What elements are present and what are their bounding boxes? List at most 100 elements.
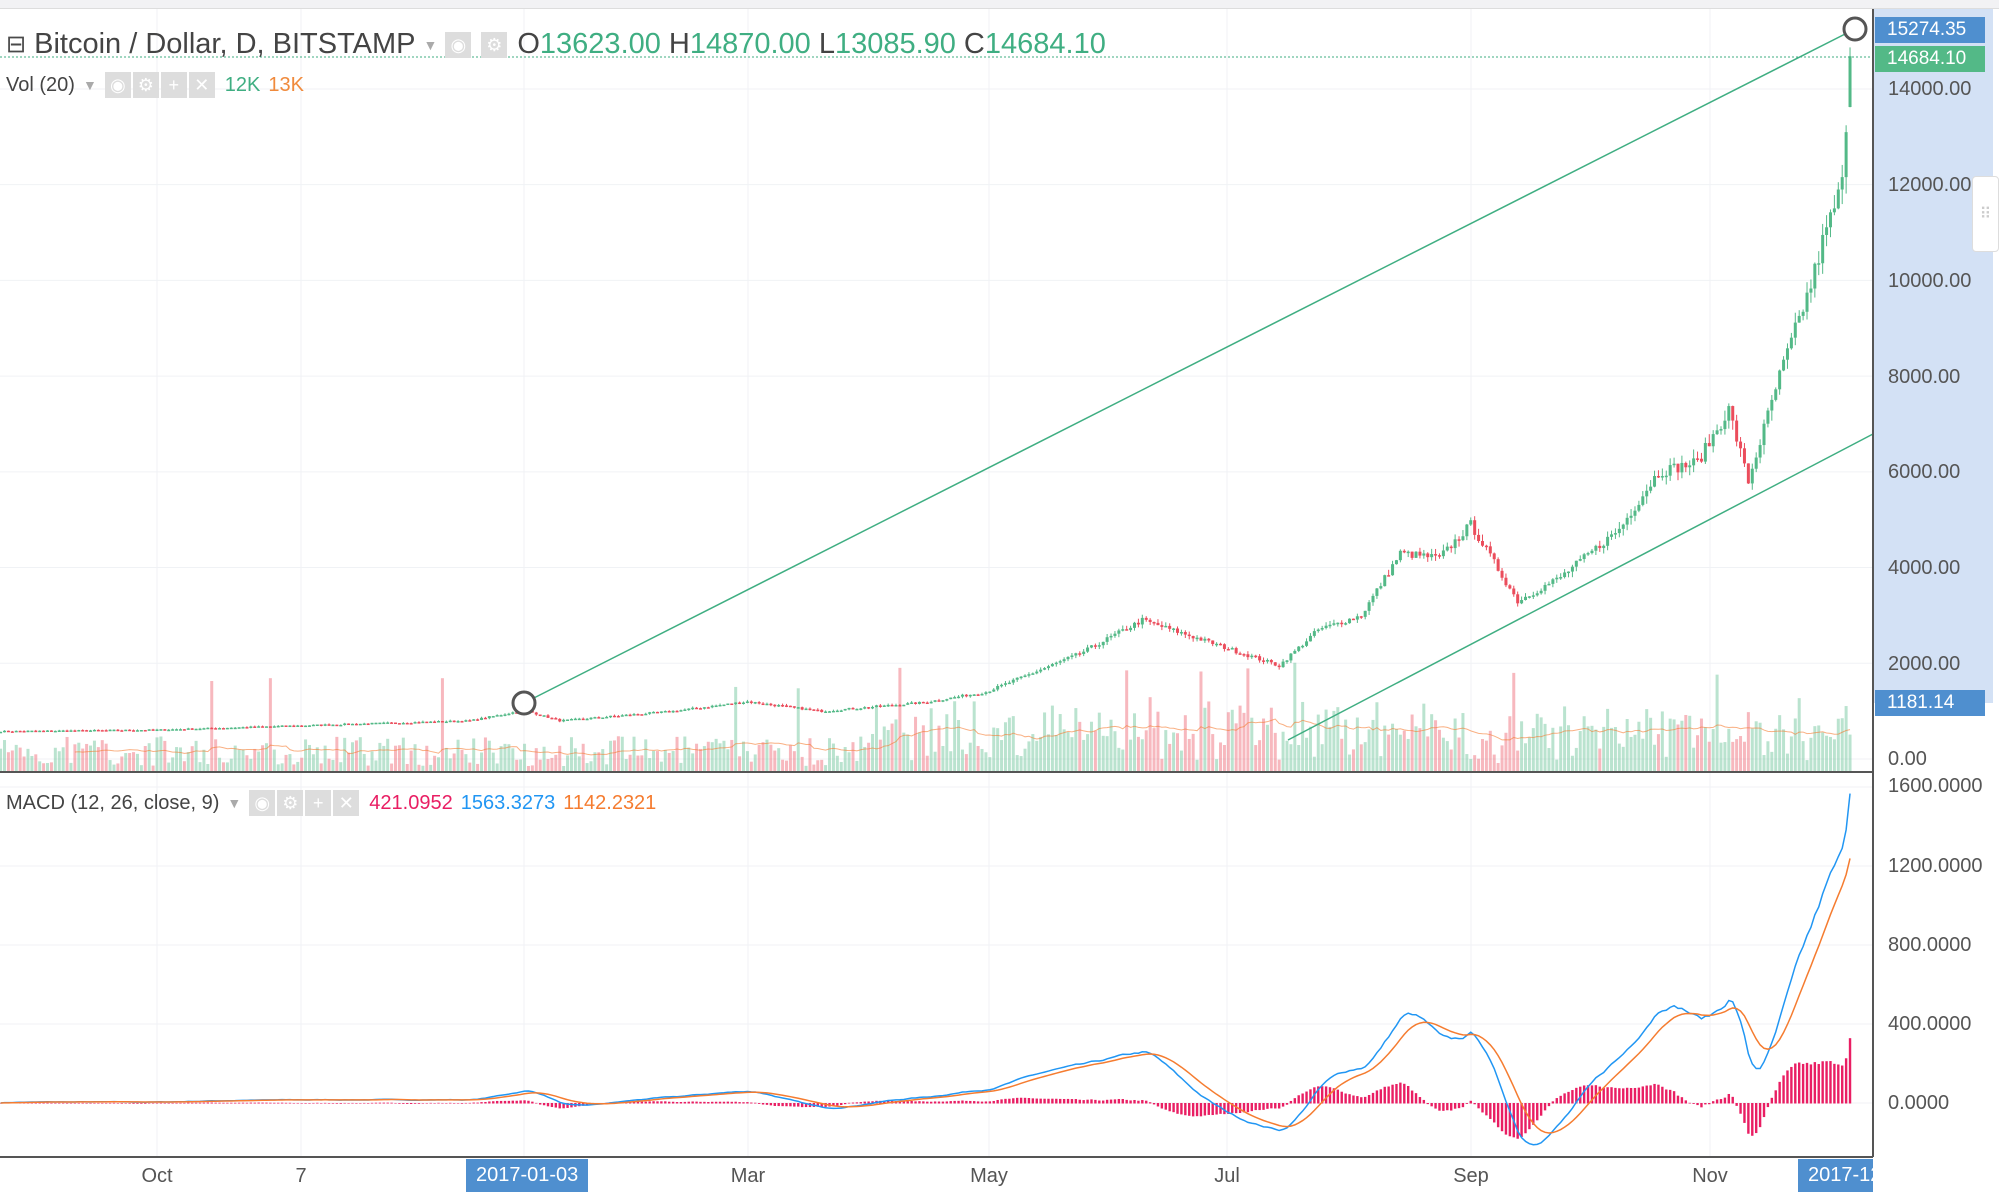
- candle-body: [1711, 434, 1715, 447]
- volume-bar: [89, 745, 93, 771]
- close-icon[interactable]: ✕: [333, 790, 360, 816]
- volume-bar: [1043, 712, 1047, 771]
- macd-histogram-bar: [1160, 1103, 1164, 1109]
- candle-body: [1089, 645, 1093, 648]
- volume-bar: [1355, 717, 1359, 771]
- candle-body: [276, 725, 280, 728]
- chevron-down-icon[interactable]: ▼: [423, 36, 438, 53]
- candle-body: [1285, 660, 1289, 662]
- macd-histogram-bar: [194, 1102, 198, 1104]
- volume-bar: [46, 763, 50, 771]
- volume-bar: [112, 764, 116, 771]
- candle-body: [30, 730, 34, 733]
- gear-icon[interactable]: ⚙: [481, 31, 508, 58]
- volume-bar: [1187, 738, 1191, 771]
- macd-histogram-bar: [54, 1102, 57, 1104]
- gear-icon[interactable]: ⚙: [132, 72, 159, 98]
- candle-body: [1050, 664, 1054, 667]
- macd-histogram-bar: [421, 1103, 425, 1104]
- candle-body: [1625, 517, 1629, 525]
- chevron-down-icon[interactable]: ▼: [227, 795, 242, 811]
- macd-histogram-bar: [476, 1102, 479, 1104]
- price-tick: 14000.00: [1888, 78, 1972, 100]
- volume-bar: [249, 758, 253, 771]
- candle-body: [1649, 486, 1653, 491]
- macd-histogram-bar: [1833, 1063, 1836, 1104]
- macd-histogram-bar: [1320, 1086, 1324, 1104]
- candle-body: [1531, 595, 1535, 597]
- volume-bar: [781, 759, 785, 771]
- volume-bar: [937, 725, 941, 771]
- time-tick: Oct: [141, 1165, 173, 1187]
- volume-bar: [996, 728, 1000, 771]
- volume-bar: [1500, 745, 1504, 771]
- macd-histogram-bar: [382, 1102, 385, 1104]
- candle-body: [1035, 671, 1039, 674]
- collapse-icon[interactable]: ⊟: [6, 31, 27, 58]
- candle-body: [487, 716, 491, 719]
- volume-bar: [1441, 737, 1445, 771]
- candle-body: [1610, 534, 1614, 537]
- volume-bar: [569, 737, 573, 771]
- volume-bar: [788, 745, 792, 771]
- macd-histogram-bar: [531, 1101, 534, 1104]
- plus-icon[interactable]: +: [305, 790, 332, 816]
- candle-body: [980, 693, 984, 696]
- candle-body: [1152, 622, 1156, 624]
- symbol-title[interactable]: Bitcoin / Dollar, D, BITSTAMP: [34, 28, 416, 60]
- candle-body: [480, 717, 484, 720]
- macd-histogram-bar: [261, 1102, 264, 1104]
- volume-bar: [1136, 736, 1140, 771]
- macd-histogram-bar: [797, 1103, 800, 1107]
- volume-bar: [1437, 729, 1441, 771]
- macd-histogram-bar: [992, 1100, 995, 1104]
- volume-bar: [1535, 713, 1539, 771]
- candle-body: [386, 722, 390, 724]
- volume-bar: [1003, 722, 1007, 771]
- volume-bar: [702, 746, 706, 771]
- volume-bar: [1109, 719, 1113, 771]
- volume-bar: [92, 740, 96, 771]
- volume-bar: [1758, 722, 1762, 771]
- plus-icon[interactable]: +: [160, 72, 187, 98]
- candle-body: [1434, 554, 1438, 556]
- candle-body: [1191, 636, 1195, 639]
- volume-bar: [1848, 734, 1852, 771]
- macd-title[interactable]: MACD (12, 26, close, 9): [6, 791, 220, 814]
- macd-histogram-bar: [562, 1103, 565, 1109]
- candle-body: [417, 722, 421, 724]
- candle-body: [413, 722, 417, 724]
- volume-bar: [1195, 759, 1199, 771]
- macd-histogram-bar: [1489, 1103, 1492, 1119]
- volume-bar: [182, 761, 186, 771]
- candle-body: [1316, 629, 1320, 632]
- eye-icon[interactable]: ◉: [249, 790, 276, 816]
- chevron-down-icon[interactable]: ▼: [82, 77, 97, 93]
- volume-bar: [957, 720, 961, 771]
- macd-histogram-bar: [198, 1102, 202, 1104]
- candle-body: [1265, 659, 1269, 662]
- volume-bar: [304, 739, 308, 771]
- candle-body: [683, 709, 687, 712]
- candle-body: [800, 707, 804, 710]
- candle-body: [1109, 635, 1113, 638]
- volume-bar: [1621, 746, 1625, 771]
- gear-icon[interactable]: ⚙: [277, 790, 304, 816]
- volume-title[interactable]: Vol (20): [6, 73, 75, 96]
- volume-bar: [1344, 719, 1348, 771]
- eye-icon[interactable]: ◉: [445, 31, 472, 58]
- candle-body: [855, 708, 859, 711]
- candle-body: [1211, 640, 1215, 645]
- drag-handle[interactable]: ⠿: [1972, 176, 1999, 252]
- candle-body: [1801, 311, 1805, 316]
- macd-histogram-bar: [1610, 1087, 1613, 1104]
- volume-bar: [1699, 718, 1703, 771]
- close-icon[interactable]: ✕: [188, 72, 215, 98]
- macd-histogram-bar: [449, 1102, 452, 1104]
- eye-icon[interactable]: ◉: [104, 72, 131, 98]
- volume-bar: [816, 760, 820, 771]
- macd-histogram-bar: [1614, 1087, 1617, 1104]
- candle-body: [1707, 442, 1711, 447]
- volume-bar: [745, 751, 749, 771]
